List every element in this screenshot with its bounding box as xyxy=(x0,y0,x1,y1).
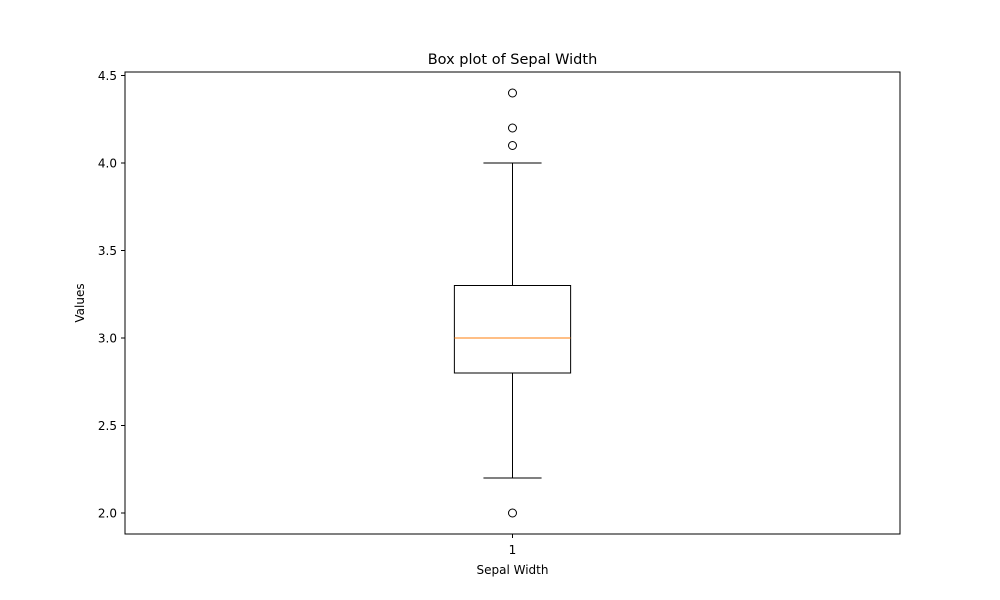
y-tick-label: 4.5 xyxy=(98,69,117,83)
y-tick-label: 2.0 xyxy=(98,506,117,520)
outlier-point xyxy=(508,141,517,150)
y-axis-label: Values xyxy=(73,283,87,322)
x-axis-label: Sepal Width xyxy=(477,563,549,577)
y-tick-label: 3.0 xyxy=(98,331,117,345)
outlier-point xyxy=(508,123,517,133)
outlier-point xyxy=(508,508,517,518)
y-tick-label: 3.5 xyxy=(98,244,117,258)
box-group xyxy=(453,88,572,518)
interquartile-box xyxy=(453,285,572,374)
y-axis: 2.0 2.5 3.0 3.5 4.0 4.5 xyxy=(98,69,125,520)
outlier-point xyxy=(508,88,517,98)
x-tick-label: 1 xyxy=(509,543,517,557)
y-tick-label: 4.0 xyxy=(98,156,117,170)
chart-title: Box plot of Sepal Width xyxy=(428,52,598,68)
x-axis: 1 xyxy=(509,534,517,557)
y-tick-label: 2.5 xyxy=(98,419,117,433)
